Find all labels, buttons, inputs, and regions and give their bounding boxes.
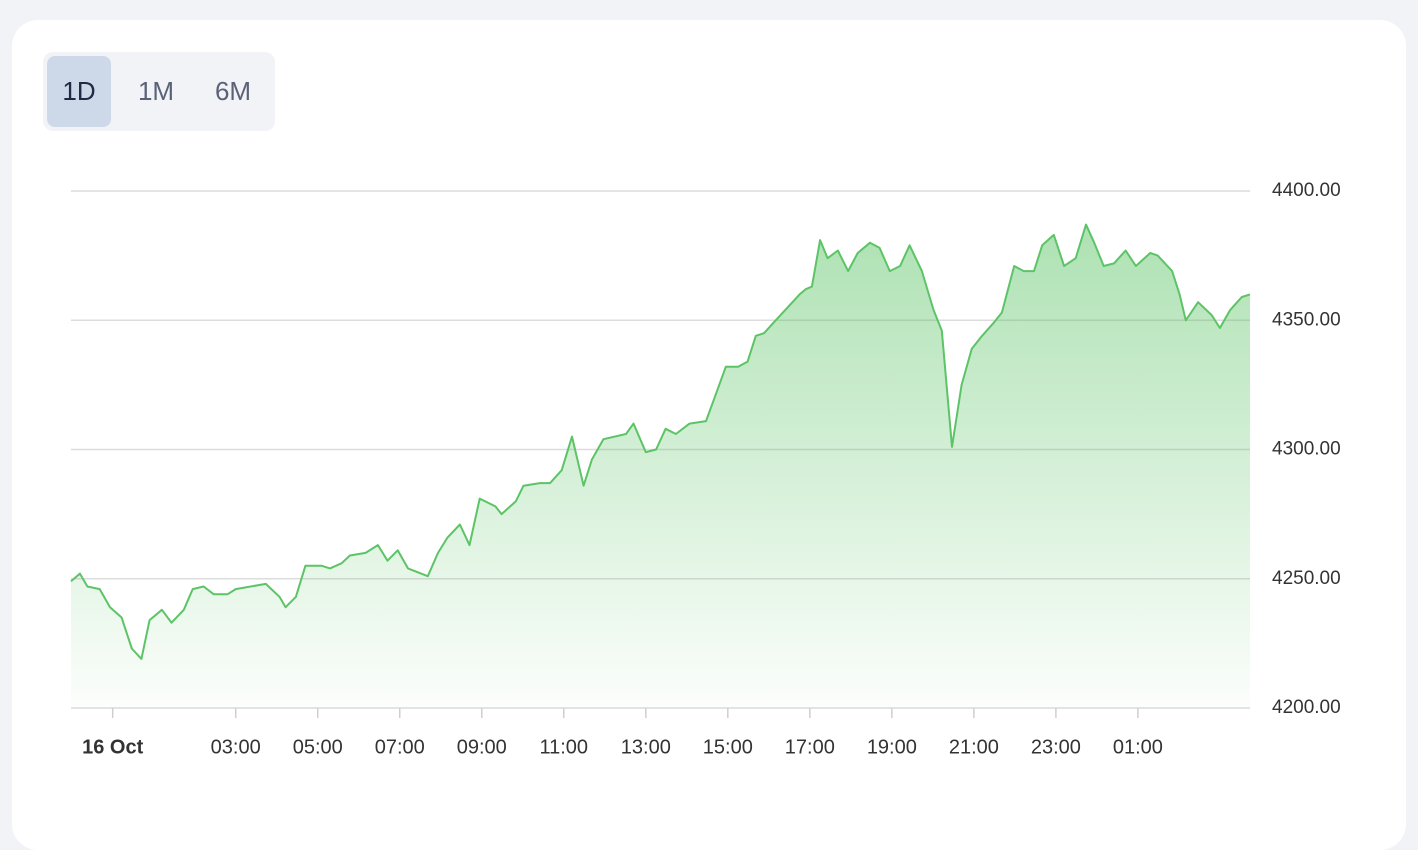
range-selector: 1D 1M 6M: [43, 52, 275, 131]
x-tick-label: 23:00: [1031, 736, 1081, 758]
x-tick-label: 01:00: [1113, 736, 1163, 758]
range-button[interactable]: 1M: [137, 76, 175, 106]
y-tick-label: 4350.00: [1272, 309, 1341, 330]
price-line: [70, 223, 1251, 660]
x-tick-label: 09:00: [457, 736, 507, 758]
range-button[interactable]: 6M: [214, 76, 252, 106]
area-fill: [71, 224, 1250, 708]
x-tick-label: 07:00: [375, 736, 425, 758]
x-tick-label: 19:00: [867, 736, 917, 758]
x-tick-label: 16 Oct: [82, 736, 143, 758]
x-tick-label: 17:00: [785, 736, 835, 758]
y-tick-label: 4400.00: [1272, 180, 1341, 201]
x-tick-label: 11:00: [539, 736, 588, 758]
y-tick-label: 4300.00: [1272, 439, 1341, 460]
y-tick-label: 4200.00: [1272, 697, 1341, 718]
x-tick-label: 15:00: [703, 736, 753, 758]
x-tick-label: 05:00: [293, 736, 343, 758]
range-button[interactable]: 1D: [47, 56, 111, 127]
x-tick-label: 21:00: [949, 736, 999, 758]
y-tick-label: 4250.00: [1272, 568, 1341, 589]
x-tick-label: 13:00: [621, 736, 671, 758]
x-tick-label: 03:00: [211, 736, 261, 758]
